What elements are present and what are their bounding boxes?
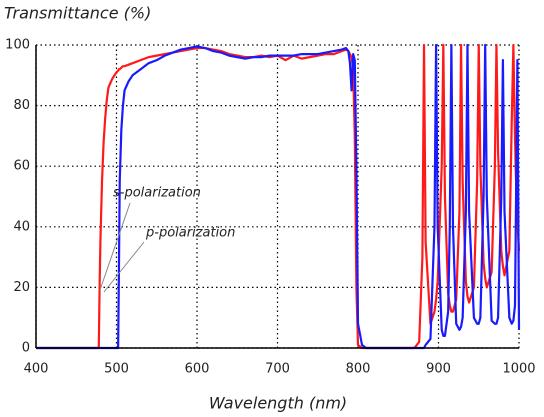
y-tick-label: 80 <box>13 98 30 113</box>
series-line <box>36 43 521 350</box>
s-leader <box>99 202 131 291</box>
y-tick-label: 0 <box>22 341 30 356</box>
annotation: p-polarization <box>145 226 235 241</box>
y-tick-label: 100 <box>5 38 30 53</box>
x-tick-label: 500 <box>104 362 129 377</box>
x-tick-label: 700 <box>265 362 290 377</box>
y-tick-label: 60 <box>13 159 30 174</box>
x-tick-label: 900 <box>426 362 451 377</box>
lines <box>36 43 521 350</box>
chart-title: Transmittance (%) <box>4 4 151 23</box>
y-tick-label: 40 <box>13 219 30 234</box>
x-axis-label: Wavelength (nm) <box>209 394 347 413</box>
p-leader <box>103 241 145 293</box>
x-tick-label: 1000 <box>502 362 535 377</box>
annotation: s-polarization <box>113 186 201 201</box>
x-tick-label: 400 <box>24 362 49 377</box>
x-tick-label: 800 <box>346 362 371 377</box>
y-tick-label: 20 <box>13 280 30 295</box>
x-tick-label: 600 <box>185 362 210 377</box>
